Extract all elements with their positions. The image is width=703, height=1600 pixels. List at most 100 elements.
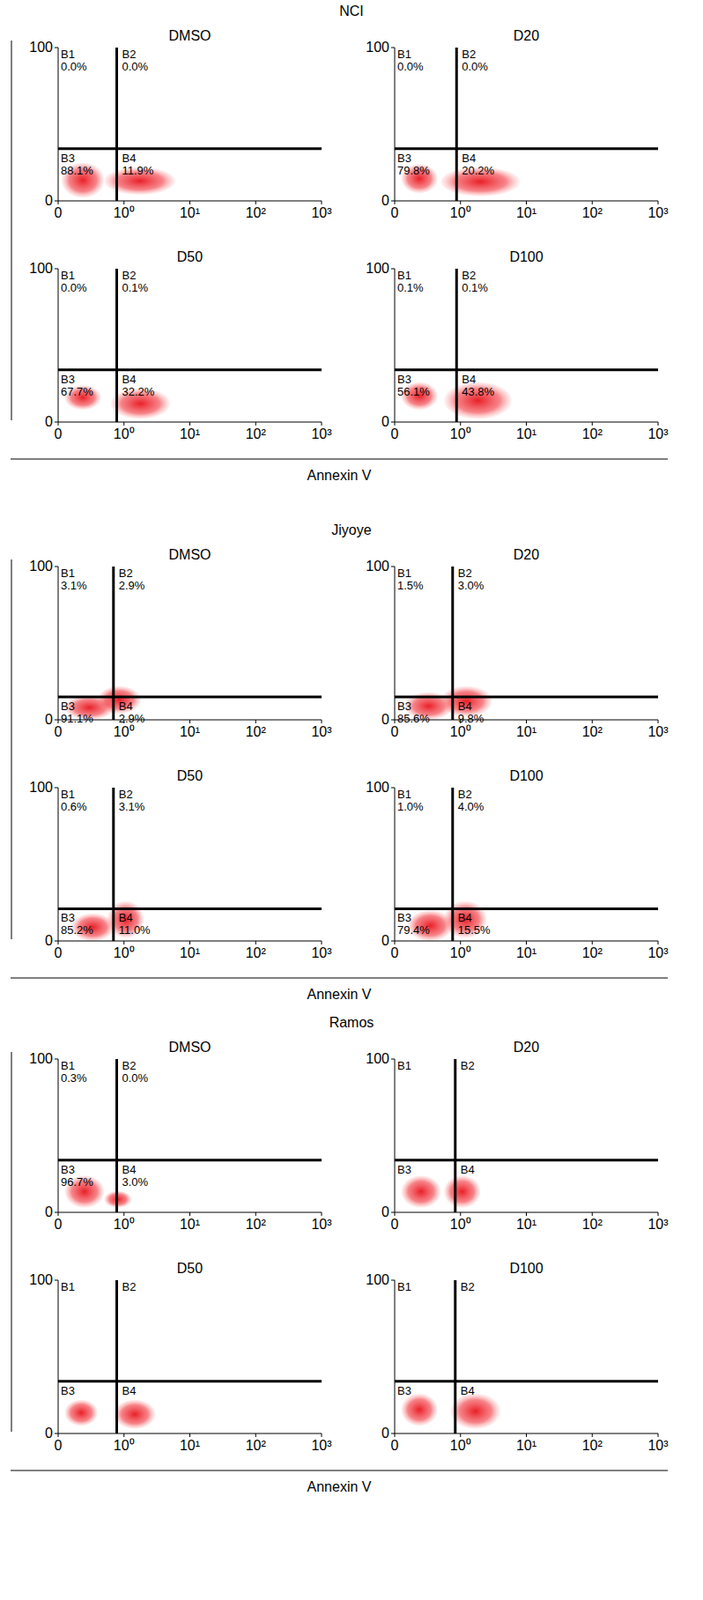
x-tick-label: 10⁰ <box>113 724 135 740</box>
x-tick-label: 10³ <box>647 945 669 961</box>
y-tick-label: 0 <box>44 711 53 727</box>
x-tick-label: 10⁰ <box>450 945 472 961</box>
quadrant-percent: 0.0% <box>60 59 88 74</box>
group-title: Ramos <box>329 1014 375 1030</box>
quadrant-percent: 79.8% <box>397 163 430 178</box>
y-tick-label: 0 <box>381 414 390 430</box>
gate-vertical <box>115 1280 119 1434</box>
x-tick-label: 10¹ <box>179 1216 200 1232</box>
y-tick <box>54 1058 59 1060</box>
x-tick <box>459 421 461 426</box>
gate-vertical <box>451 787 454 941</box>
y-tick-label: 0 <box>381 1425 390 1441</box>
x-tick-label: 10⁰ <box>113 426 135 442</box>
quadrant-name: B2 <box>460 1058 475 1073</box>
x-tick <box>592 719 593 724</box>
x-tick <box>123 421 125 426</box>
cell-population <box>61 162 105 199</box>
y-tick-label: 0 <box>381 932 390 948</box>
x-tick <box>658 940 659 945</box>
gate-vertical <box>453 1058 457 1213</box>
y-tick <box>54 1280 59 1281</box>
y-tick <box>391 566 395 568</box>
quadrant-name: B3 <box>60 910 75 925</box>
panel-title: D50 <box>177 1260 203 1276</box>
panel-title: D100 <box>509 249 543 265</box>
quadrant-percent: 9.8% <box>458 711 485 726</box>
y-tick <box>391 1280 395 1281</box>
x-tick-label: 10³ <box>310 426 333 442</box>
quadrant-name: B4 <box>122 1162 137 1177</box>
quadrant-name: B1 <box>60 47 75 61</box>
x-tick-label: 10⁰ <box>450 426 472 442</box>
x-tick <box>189 940 191 945</box>
cell-population <box>97 686 141 714</box>
y-tick-label: 100 <box>365 260 390 276</box>
y-tick <box>391 1058 395 1060</box>
panel-title: DMSO <box>169 547 212 563</box>
y-tick-label: 100 <box>365 1050 390 1066</box>
quadrant-percent: 0.1% <box>397 281 424 295</box>
quadrant-name: B1 <box>60 566 75 580</box>
x-tick <box>592 1433 593 1437</box>
x-tick-label: 10¹ <box>179 1437 200 1453</box>
x-tick <box>658 421 659 426</box>
gate-vertical <box>455 268 459 422</box>
quadrant-name: B1 <box>397 787 412 801</box>
x-tick <box>525 719 527 724</box>
group-title: NCI <box>339 3 364 19</box>
quadrant-percent: 3.0% <box>458 578 485 592</box>
quadrant-name: B3 <box>397 699 412 713</box>
x-tick-label: 0 <box>54 945 63 961</box>
quadrant-name: B2 <box>461 47 476 61</box>
panel-title: DMSO <box>169 1039 212 1055</box>
panel-title: D50 <box>177 768 203 784</box>
x-tick-label: 10⁰ <box>113 1216 135 1232</box>
quadrant-percent: 0.0% <box>461 59 489 74</box>
x-tick <box>525 421 527 426</box>
gate-horizontal <box>394 147 659 150</box>
y-tick <box>391 1433 395 1435</box>
gate-vertical <box>453 1280 457 1434</box>
x-tick-label: 10² <box>582 1216 604 1232</box>
quadrant-name: B1 <box>397 1058 412 1073</box>
x-tick-label: 10² <box>245 426 267 442</box>
x-axis-label: Annexin V <box>307 986 372 1002</box>
y-tick-label: 0 <box>381 192 390 208</box>
x-tick <box>189 719 191 724</box>
gate-vertical <box>455 47 459 201</box>
x-tick-label: 10³ <box>647 724 669 740</box>
quadrant-percent: 2.9% <box>118 711 146 726</box>
quadrant-percent: 88.1% <box>60 163 94 178</box>
cell-population <box>451 1393 501 1429</box>
x-tick <box>58 200 60 205</box>
quadrant-percent: 1.0% <box>397 799 424 814</box>
x-tick <box>525 1433 527 1437</box>
x-tick <box>123 1212 125 1216</box>
y-axis <box>58 787 60 941</box>
x-tick-label: 10⁰ <box>450 205 472 221</box>
cell-population <box>400 1175 441 1208</box>
gate-vertical <box>115 268 119 422</box>
quadrant-name: B2 <box>122 47 137 61</box>
x-tick-label: 10³ <box>310 724 333 740</box>
x-tick-label: 0 <box>391 945 400 961</box>
y-tick-label: 0 <box>44 1425 53 1441</box>
x-tick <box>459 200 461 205</box>
quadrant-percent: 3.1% <box>60 578 88 592</box>
x-tick-label: 10² <box>582 724 604 740</box>
y-tick <box>54 1212 59 1214</box>
y-tick <box>54 47 59 49</box>
y-tick <box>391 1212 395 1214</box>
x-tick <box>525 200 527 205</box>
y-tick <box>54 940 59 942</box>
x-tick-label: 10³ <box>647 205 669 221</box>
y-axis <box>394 47 396 201</box>
quadrant-name: B4 <box>122 1383 137 1398</box>
y-axis <box>58 1280 60 1434</box>
quadrant-name: B4 <box>118 699 134 713</box>
y-tick-label: 100 <box>29 779 53 795</box>
quadrant-percent: 0.1% <box>461 281 489 295</box>
x-tick-label: 10² <box>245 1216 267 1232</box>
quadrant-name: B3 <box>60 372 75 386</box>
